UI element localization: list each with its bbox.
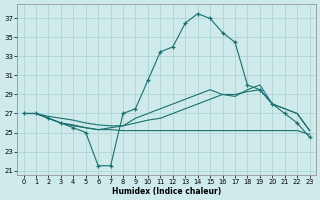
X-axis label: Humidex (Indice chaleur): Humidex (Indice chaleur) xyxy=(112,187,221,196)
